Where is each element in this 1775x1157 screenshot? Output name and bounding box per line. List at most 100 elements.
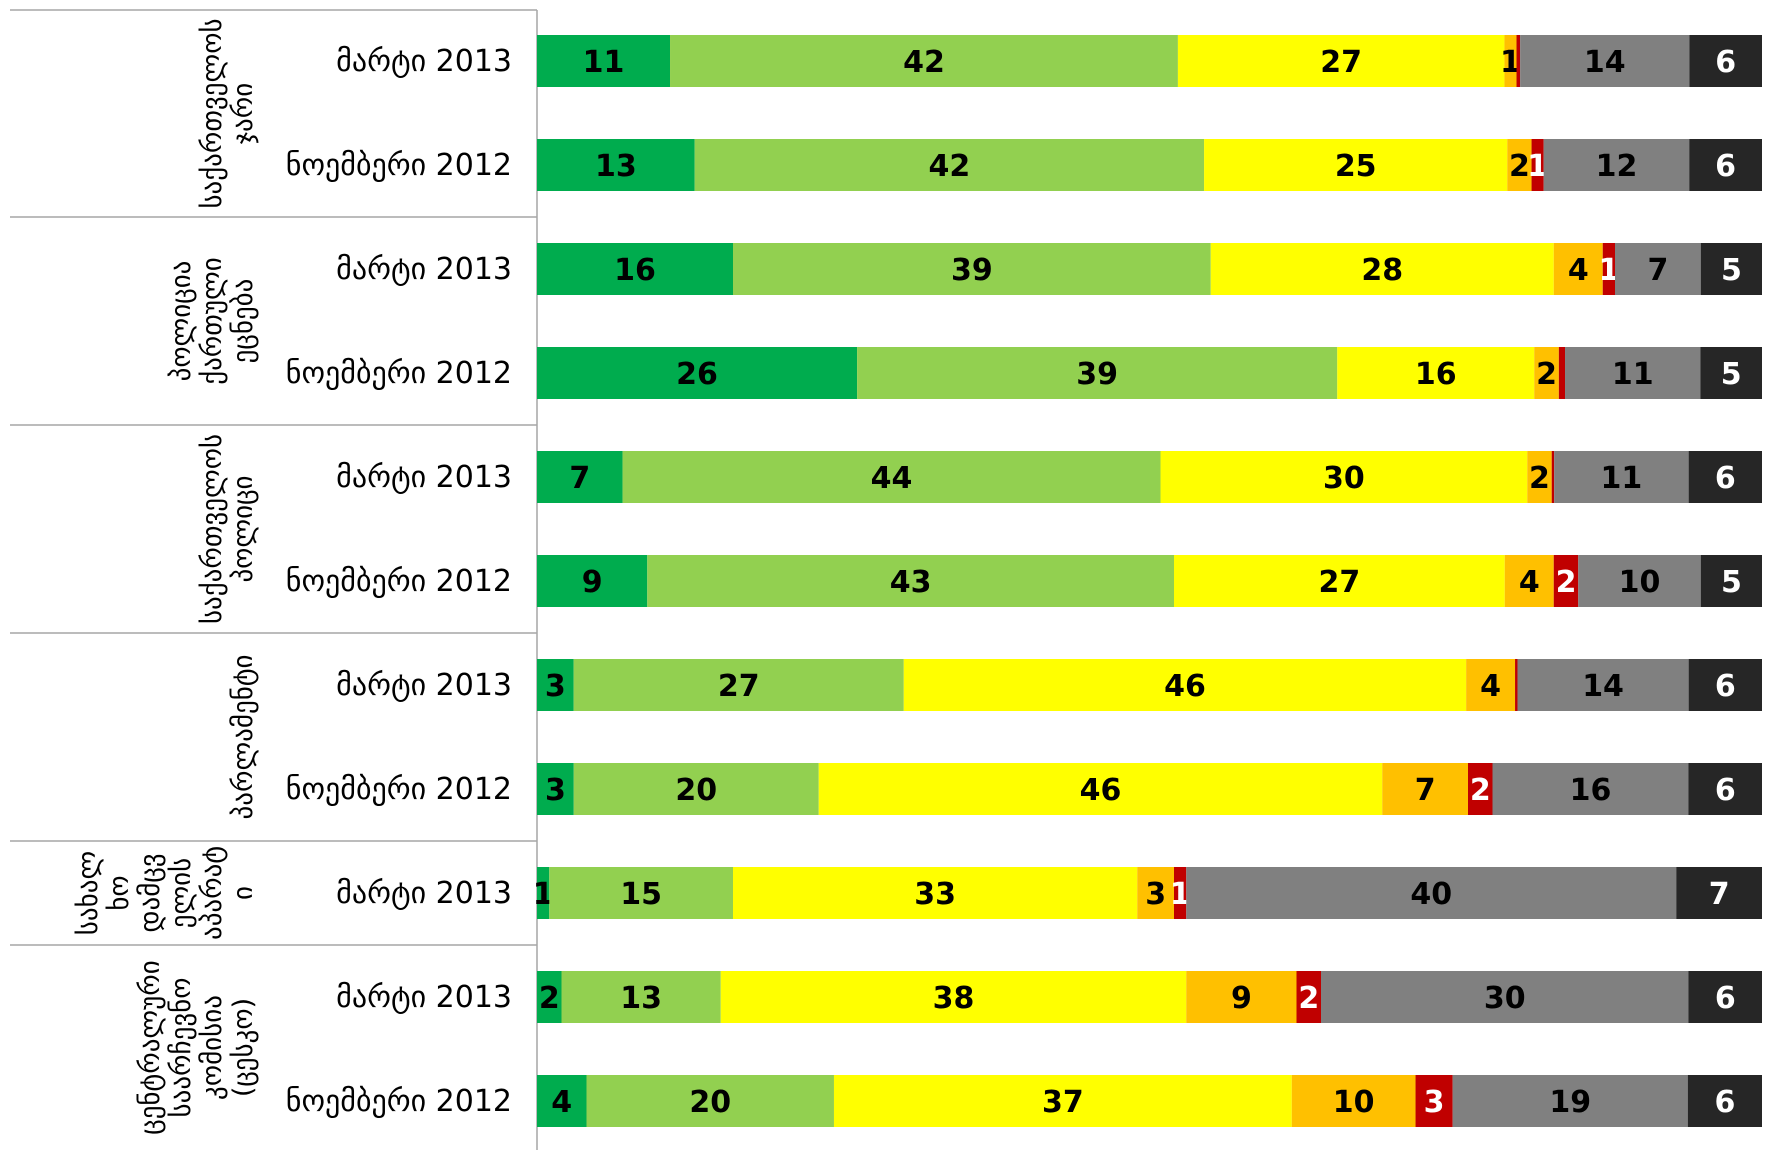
bar-segment [1689,139,1762,191]
data-label: 16 [1415,357,1457,392]
bar-segment [1210,243,1554,295]
bar-segment [537,867,550,919]
bar-segment [537,971,562,1023]
bar-segment [1468,763,1493,815]
bar-segment [1543,139,1690,191]
bar-segment [1700,243,1762,295]
group-label: სახალხოდამცველისაპარატი [73,846,259,940]
data-label: 2 [1298,981,1319,1016]
data-label: 1 [533,877,554,912]
data-label: 39 [951,253,993,288]
data-label: 7 [1647,253,1668,288]
bar-segment [537,243,733,295]
data-label: 2 [539,981,560,1016]
bar-segment [833,1075,1292,1127]
group-labels: საქართველოსჯარი პოლიციაქართულიეცნება საქარ… [73,18,259,1134]
bar-segment [1174,867,1187,919]
bar-segment [537,763,574,815]
bar-segment [1676,867,1762,919]
data-label: 13 [620,981,662,1016]
bar-segment [1466,659,1516,711]
row-label: ნოემბერი 2012 [286,772,512,807]
bar-segment [537,35,671,87]
bar-segment [573,763,819,815]
data-label: 38 [933,981,975,1016]
bar-segment [561,971,721,1023]
data-label: 11 [1612,357,1654,392]
row-label: მარტი 2013 [336,460,512,495]
bar-segment [1553,243,1603,295]
bar-segment [537,347,858,399]
data-label: 6 [1715,149,1736,184]
bar-segment [1688,659,1762,711]
data-label: 25 [1335,149,1377,184]
row-label: ნოემბერი 2012 [286,356,512,391]
data-label: 37 [1042,1085,1084,1120]
row-label: ნოემბერი 2012 [286,1084,512,1119]
group-label: საქართველოსპოლიცი [197,434,259,624]
data-label: 6 [1715,773,1736,808]
group-label: ცენტრალურისაარჩევნოკომისია(ცესკო) [135,960,259,1134]
bar-segment [1700,347,1762,399]
data-label: 33 [914,877,956,912]
bar-segment [1296,971,1321,1023]
row-label: მარტი 2013 [336,668,512,703]
bar-segment [1415,1075,1453,1127]
data-label: 16 [614,253,656,288]
data-label: 6 [1715,669,1736,704]
bar-segment [1204,139,1508,191]
bar-segment [1578,555,1701,607]
bar-segment [537,1075,587,1127]
bar-segment [670,35,1178,87]
data-label: 6 [1714,1085,1735,1120]
bar-segment [1186,971,1297,1023]
data-label: 4 [1568,253,1589,288]
data-label: 19 [1549,1085,1591,1120]
data-label: 7 [1709,877,1730,912]
data-label: 14 [1584,45,1626,80]
data-label: 30 [1323,461,1365,496]
data-label: 11 [1601,461,1643,496]
data-label: 1 [1527,149,1548,184]
bar-segment [1382,763,1468,815]
bar-segment [1520,35,1690,87]
data-label: 4 [1480,669,1501,704]
bar-segment [647,555,1174,607]
bar-segment [1558,347,1566,399]
data-label: 42 [903,45,945,80]
bars: 11 42 27 1 14 613 42 25 21 12 616 39 28 4 1 7 526 39 16 2 11… [533,35,1762,1127]
data-label: 1 [1170,877,1191,912]
bar-segment [622,451,1161,503]
data-label: 26 [676,357,718,392]
data-label: 3 [1145,877,1166,912]
data-label: 27 [718,669,760,704]
data-label: 3 [545,669,566,704]
bar-segment [586,1075,834,1127]
data-label: 6 [1715,45,1736,80]
bar-segment [720,971,1187,1023]
bar-segment [1534,347,1559,399]
bar-segment [1554,451,1689,503]
group-label: საქართველოსჯარი [197,18,259,208]
group-label: პოლიციაქართულიეცნება [166,257,259,385]
data-label: 46 [1164,669,1206,704]
bar-segment [1688,451,1762,503]
data-label: 3 [545,773,566,808]
row-label: მარტი 2013 [336,980,512,1015]
bar-segment [1174,555,1505,607]
bar-segment [1700,555,1762,607]
data-label: 9 [582,565,603,600]
data-label: 11 [583,45,625,80]
bar-segment [1531,139,1544,191]
data-label: 4 [1519,565,1540,600]
data-label: 2 [1529,461,1550,496]
bar-segment [1565,347,1701,399]
data-label: 2 [1470,773,1491,808]
bar-segment [1689,35,1762,87]
bar-segment [733,867,1138,919]
data-label: 46 [1080,773,1122,808]
data-label: 5 [1721,253,1742,288]
bar-segment [1160,451,1528,503]
data-label: 27 [1319,565,1361,600]
